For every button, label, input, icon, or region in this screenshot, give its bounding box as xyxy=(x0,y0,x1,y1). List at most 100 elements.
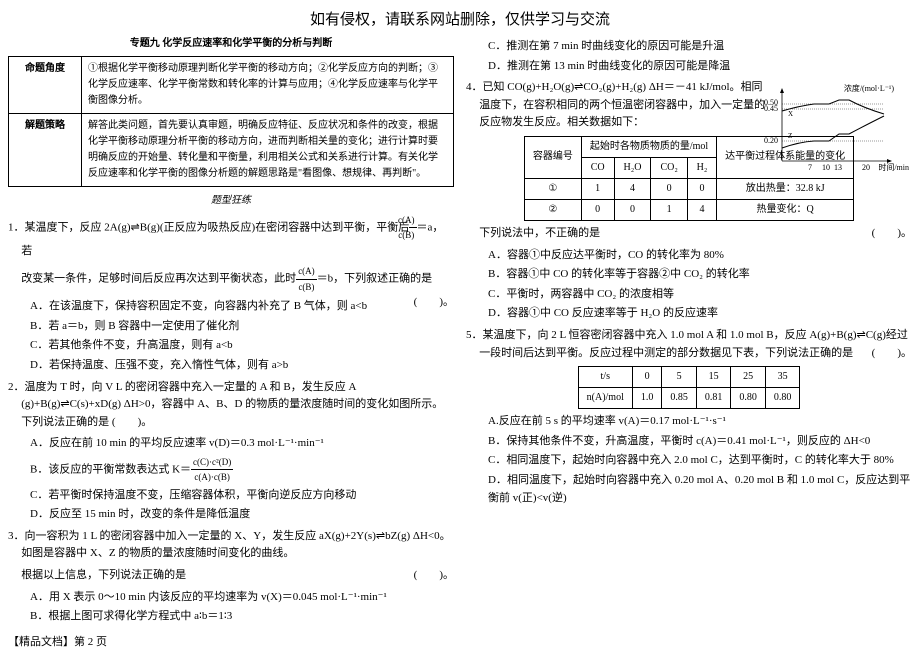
cell: 15 xyxy=(696,367,731,388)
col-head: CO₂ xyxy=(651,157,687,178)
table-row: ① 1 4 0 0 放出热量：32.8 kJ xyxy=(524,178,853,199)
option: D．容器①中 CO 反应速率等于 H₂O 的反应速率 xyxy=(466,305,912,323)
section-heading: 题型狂练 xyxy=(8,193,454,209)
question-5: 5．某温度下，向 2 L 恒容密闭容器中充入 1.0 mol A 和 1.0 m… xyxy=(466,327,912,362)
option: C．推测在第 7 min 时曲线变化的原因可能是升温 xyxy=(466,38,912,56)
ytick: 0.20 xyxy=(764,135,778,148)
option: D．相同温度下，起始时向容器中充入 0.20 mol A、0.20 mol B … xyxy=(466,472,912,507)
fraction: c(C)·c²(D)c(A)·c(B) xyxy=(191,455,233,485)
fraction: c(A)c(B) xyxy=(296,264,317,294)
row-label: 命题角度 xyxy=(9,57,82,114)
q1-cont: 改变某一条件，足够时间后反应再次达到平衡状态，此时c(A)c(B)＝b，下列叙述… xyxy=(8,264,454,294)
answer-blank: ( )。 xyxy=(414,294,454,312)
cell: 25 xyxy=(731,367,766,388)
cell: 0 xyxy=(632,367,662,388)
cell: 1 xyxy=(651,199,687,220)
q5-table: t/s 0 5 15 25 35 n(A)/mol 1.0 0.85 0.81 … xyxy=(578,366,801,409)
option: B．保持其他条件不变，升高温度，平衡时 c(A)＝0.41 mol·L⁻¹，则反… xyxy=(466,433,912,451)
cell: 4 xyxy=(614,178,651,199)
option: B．该反应的平衡常数表达式 K＝c(C)·c²(D)c(A)·c(B) xyxy=(8,455,454,485)
q4-cont: 下列说法中，不正确的是 ( )。 xyxy=(466,225,912,243)
cell: 1.0 xyxy=(632,388,662,409)
cell: 4 xyxy=(687,199,716,220)
option: B．容器①中 CO 的转化率等于容器②中 CO₂ 的转化率 xyxy=(466,266,912,284)
page-footer: 【精品文档】第 2 页 xyxy=(8,634,912,652)
cell: 放出热量：32.8 kJ xyxy=(717,178,854,199)
option: A．反应在前 10 min 的平均反应速率 v(D)＝0.3 mol·L⁻¹·m… xyxy=(8,435,454,453)
ytick: 0.45 xyxy=(764,103,778,116)
cell: 0.80 xyxy=(765,388,800,409)
option: A．在该温度下，保持容积固定不变，向容器内补充了 B 气体，则 a<b xyxy=(8,298,454,316)
table-row: n(A)/mol 1.0 0.85 0.81 0.80 0.80 xyxy=(578,388,800,409)
option: B．若 a＝b，则 B 容器中一定使用了催化剂 xyxy=(8,318,454,336)
fraction: c(A)c(B) xyxy=(409,213,416,243)
option: A.反应在前 5 s 的平均速率 v(A)＝0.17 mol·L⁻¹·s⁻¹ xyxy=(466,413,912,431)
table-row: ② 0 0 1 4 热量变化：Q xyxy=(524,199,853,220)
page-header: 如有侵权，请联系网站删除，仅供学习与交流 xyxy=(8,8,912,32)
col-head: H₂O xyxy=(614,157,651,178)
y-axis-label: 浓度/(mol·L⁻¹) xyxy=(844,83,894,96)
two-column-layout: 专题九 化学反应速率和化学平衡的分析与判断 命题角度 ①根据化学平衡移动原理判断… xyxy=(8,36,912,628)
opt-text: B．该反应的平衡常数表达式 K＝ xyxy=(30,463,191,475)
answer-blank: ( )。 xyxy=(414,567,454,585)
left-column: 专题九 化学反应速率和化学平衡的分析与判断 命题角度 ①根据化学平衡移动原理判断… xyxy=(8,36,454,628)
option: D．若保持温度、压强不变，充入惰性气体，则有 a>b xyxy=(8,357,454,375)
q-stem: 5．某温度下，向 2 L 恒容密闭容器中充入 1.0 mol A 和 1.0 m… xyxy=(466,329,908,359)
xtick: 13 xyxy=(834,162,842,175)
cell: 0.85 xyxy=(662,388,697,409)
row-label: 解题策略 xyxy=(9,114,82,187)
cell: 1 xyxy=(581,178,614,199)
svg-text:X: X xyxy=(788,110,793,118)
xtick: 20 xyxy=(862,162,870,175)
cell: 5 xyxy=(662,367,697,388)
topic-title: 专题九 化学反应速率和化学平衡的分析与判断 xyxy=(8,36,454,52)
cell: t/s xyxy=(578,367,632,388)
q-text: 改变某一条件，足够时间后反应再次达到平衡状态，此时 xyxy=(21,273,296,285)
xtick: 7 xyxy=(808,162,812,175)
svg-text:Z: Z xyxy=(788,132,792,140)
question-3: 3．向一容积为 1 L 的密闭容器中加入一定量的 X、Y，发生反应 aX(g)+… xyxy=(8,528,454,563)
concentration-chart: X Z 浓度/(mol·L⁻¹) 0.50 0.45 0.20 7 10 13 … xyxy=(764,86,894,176)
row-text: ①根据化学平衡移动原理判断化学平衡的移动方向；②化学反应方向的判断；③化学反应速… xyxy=(82,57,454,114)
right-column: X Z 浓度/(mol·L⁻¹) 0.50 0.45 0.20 7 10 13 … xyxy=(466,36,912,628)
option: D．反应至 15 min 时，改变的条件是降低温度 xyxy=(8,506,454,524)
table-row: 命题角度 ①根据化学平衡移动原理判断化学平衡的移动方向；②化学反应方向的判断；③… xyxy=(9,57,454,114)
col-head: 起始时各物质物质的量/mol xyxy=(581,136,716,157)
question-2: 2．温度为 T 时，向 V L 的密闭容器中充入一定量的 A 和 B，发生反应 … xyxy=(8,379,454,432)
guidance-table: 命题角度 ①根据化学平衡移动原理判断化学平衡的移动方向；②化学反应方向的判断；③… xyxy=(8,56,454,187)
q-text: ＝b，下列叙述正确的是 xyxy=(317,273,433,285)
table-row: t/s 0 5 15 25 35 xyxy=(578,367,800,388)
cell: ① xyxy=(524,178,581,199)
row-text: 解答此类问题，首先要认真审题，明确反应特征、反应状况和条件的改变，根据化学平衡移… xyxy=(82,114,454,187)
q3-cont: 根据以上信息，下列说法正确的是 ( )。 xyxy=(8,567,454,585)
cell: 0.80 xyxy=(731,388,766,409)
option: D．推测在第 13 min 时曲线变化的原因可能是降温 xyxy=(466,58,912,76)
cell: 热量变化：Q xyxy=(717,199,854,220)
cell: ② xyxy=(524,199,581,220)
x-axis-label: 时间/min xyxy=(878,162,909,175)
cell: n(A)/mol xyxy=(578,388,632,409)
q-stem: 1．某温度下，反应 2A(g)⇌B(g)(正反应为吸热反应)在密闭容器中达到平衡… xyxy=(8,221,409,233)
answer-blank: ( )。 xyxy=(872,225,912,243)
cell: 35 xyxy=(765,367,800,388)
option: C．平衡时，两容器中 CO₂ 的浓度相等 xyxy=(466,286,912,304)
option: A．容器①中反应达平衡时，CO 的转化率为 80% xyxy=(466,247,912,265)
q-text: 根据以上信息，下列说法正确的是 xyxy=(21,569,186,581)
xtick: 10 xyxy=(822,162,830,175)
question-1: 1．某温度下，反应 2A(g)⇌B(g)(正反应为吸热反应)在密闭容器中达到平衡… xyxy=(8,213,454,260)
cell: 0 xyxy=(687,178,716,199)
cell: 0.81 xyxy=(696,388,731,409)
option: C．相同温度下，起始时向容器中充入 2.0 mol C，达到平衡时，C 的转化率… xyxy=(466,452,912,470)
cell: 0 xyxy=(581,199,614,220)
cell: 0 xyxy=(651,178,687,199)
answer-blank: ( )。 xyxy=(885,345,912,363)
cell: 0 xyxy=(614,199,651,220)
option: B．根据上图可求得化学方程式中 a∶b＝1∶3 xyxy=(8,608,454,626)
option: C．若其他条件不变，升高温度，则有 a<b xyxy=(8,337,454,355)
option: C．若平衡时保持温度不变，压缩容器体积，平衡向逆反应方向移动 xyxy=(8,487,454,505)
option: A．用 X 表示 0～10 min 内该反应的平均速率为 v(X)＝0.045 … xyxy=(8,589,454,607)
col-head: CO xyxy=(581,157,614,178)
col-head: H₂ xyxy=(687,157,716,178)
q-text: 下列说法中，不正确的是 xyxy=(479,227,600,239)
col-head: 容器编号 xyxy=(524,136,581,178)
